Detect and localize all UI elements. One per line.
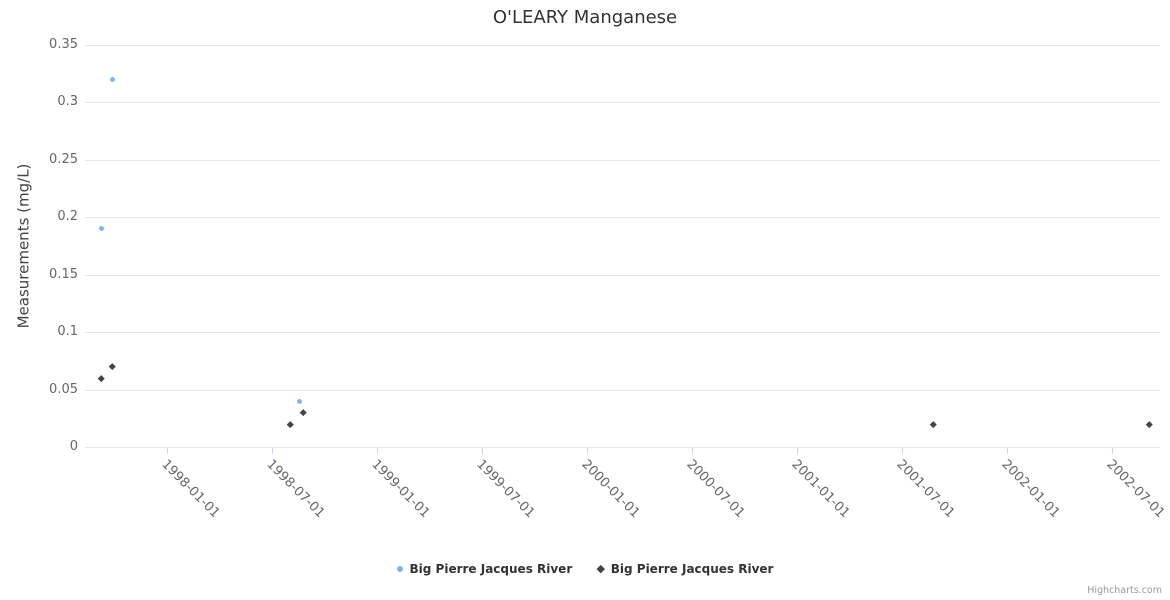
y-axis-tick-label: 0.05 xyxy=(49,381,78,397)
y-gridline xyxy=(85,389,1160,391)
x-axis-tick-label: 1999-01-01 xyxy=(368,457,433,522)
x-axis-tick-label: 1999-07-01 xyxy=(473,457,538,522)
x-axis-tick-label: 2002-01-01 xyxy=(998,457,1063,522)
y-gridline xyxy=(85,274,1160,276)
data-point-series-2[interactable] xyxy=(98,374,105,382)
x-axis-tick-label: 1998-07-01 xyxy=(263,457,328,522)
x-axis-tick xyxy=(376,448,378,454)
y-gridline xyxy=(85,217,1160,219)
y-gridline xyxy=(85,447,1160,448)
x-axis-tick xyxy=(271,448,273,454)
y-gridline xyxy=(85,159,1160,161)
data-point-series-2[interactable] xyxy=(929,420,937,427)
y-gridline xyxy=(85,45,1160,46)
x-axis-tick xyxy=(901,448,903,454)
x-axis-tick xyxy=(481,448,483,454)
y-axis-tick-label: 0.3 xyxy=(57,94,78,110)
y-gridline xyxy=(85,102,1160,104)
y-axis-tick-label: 0 xyxy=(69,439,78,454)
y-axis-tick-label: 0.15 xyxy=(49,266,78,282)
chart-title: O'LEARY Manganese xyxy=(492,7,678,28)
legend-item-series-1[interactable]: Big Pierre Jacques River xyxy=(396,562,573,576)
data-point-series-1[interactable] xyxy=(99,226,105,232)
x-axis-tick-label: 2001-07-01 xyxy=(893,457,958,522)
x-axis-tick xyxy=(796,448,798,454)
data-point-series-2[interactable] xyxy=(108,363,116,370)
y-axis-title: Measurements (mg/L) xyxy=(14,163,32,329)
data-point-series-2[interactable] xyxy=(299,409,307,416)
y-axis-tick-label: 0.35 xyxy=(49,37,78,52)
data-point-series-2[interactable] xyxy=(1146,420,1153,427)
x-axis-tick-label: 1998-01-01 xyxy=(158,457,223,522)
y-axis-tick-label: 0.25 xyxy=(49,151,78,167)
y-gridline xyxy=(85,332,1160,334)
data-point-series-2[interactable] xyxy=(287,420,294,427)
x-axis-tick-label: 2000-01-01 xyxy=(578,457,643,522)
x-axis-tick-label: 2002-07-01 xyxy=(1103,457,1168,522)
x-axis-tick xyxy=(691,448,693,454)
y-axis-tick-label: 0.2 xyxy=(57,209,78,225)
diamond-marker-icon xyxy=(597,565,605,573)
legend: Big Pierre Jacques River Big Pierre Jacqu… xyxy=(0,562,1170,576)
x-axis-tick xyxy=(166,448,168,454)
x-axis-tick-label: 2001-01-01 xyxy=(788,457,853,522)
x-axis-tick xyxy=(586,448,588,454)
x-axis-tick xyxy=(1111,448,1113,454)
y-axis-tick-label: 0.1 xyxy=(57,324,78,340)
data-point-series-1[interactable] xyxy=(296,398,302,404)
credits-link[interactable]: Highcharts.com xyxy=(1087,585,1162,596)
x-axis-tick-label: 2000-07-01 xyxy=(683,457,748,522)
data-point-series-1[interactable] xyxy=(109,76,115,82)
circle-marker-icon xyxy=(396,566,403,572)
x-axis-tick xyxy=(1006,448,1008,454)
legend-label: Big Pierre Jacques River xyxy=(610,562,774,576)
legend-item-series-2[interactable]: Big Pierre Jacques River xyxy=(597,562,774,576)
legend-label: Big Pierre Jacques River xyxy=(409,562,573,576)
